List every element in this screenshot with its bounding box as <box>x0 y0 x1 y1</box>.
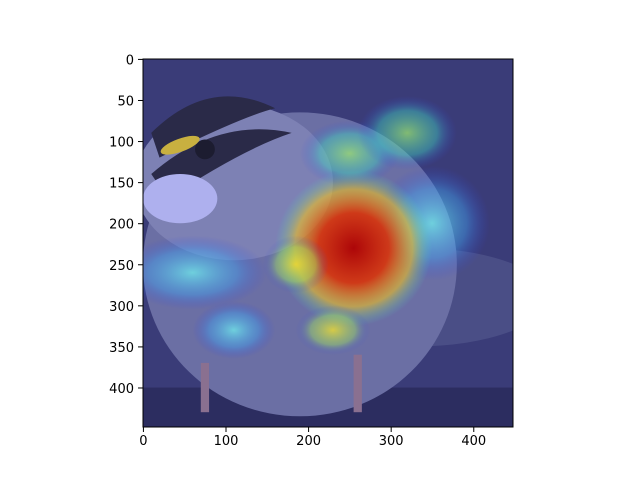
y-tick-label: 400 <box>109 382 134 397</box>
x-tick-label: 300 <box>379 434 404 449</box>
y-tick-label: 100 <box>109 136 134 151</box>
y-tick-label: 300 <box>109 300 134 315</box>
y-tick-label: 150 <box>109 177 134 192</box>
x-tick-label: 200 <box>296 434 321 449</box>
image <box>143 59 514 427</box>
axes-frame <box>142 58 514 428</box>
y-tick-label: 0 <box>126 53 134 68</box>
y-tick-label: 200 <box>109 218 134 233</box>
y-tick-label: 250 <box>109 259 134 274</box>
x-tick-label: 400 <box>461 434 486 449</box>
y-tick-label: 350 <box>109 341 134 356</box>
x-tick-label: 100 <box>214 434 239 449</box>
x-tick-label: 0 <box>139 434 147 449</box>
y-tick-label: 50 <box>117 94 134 109</box>
